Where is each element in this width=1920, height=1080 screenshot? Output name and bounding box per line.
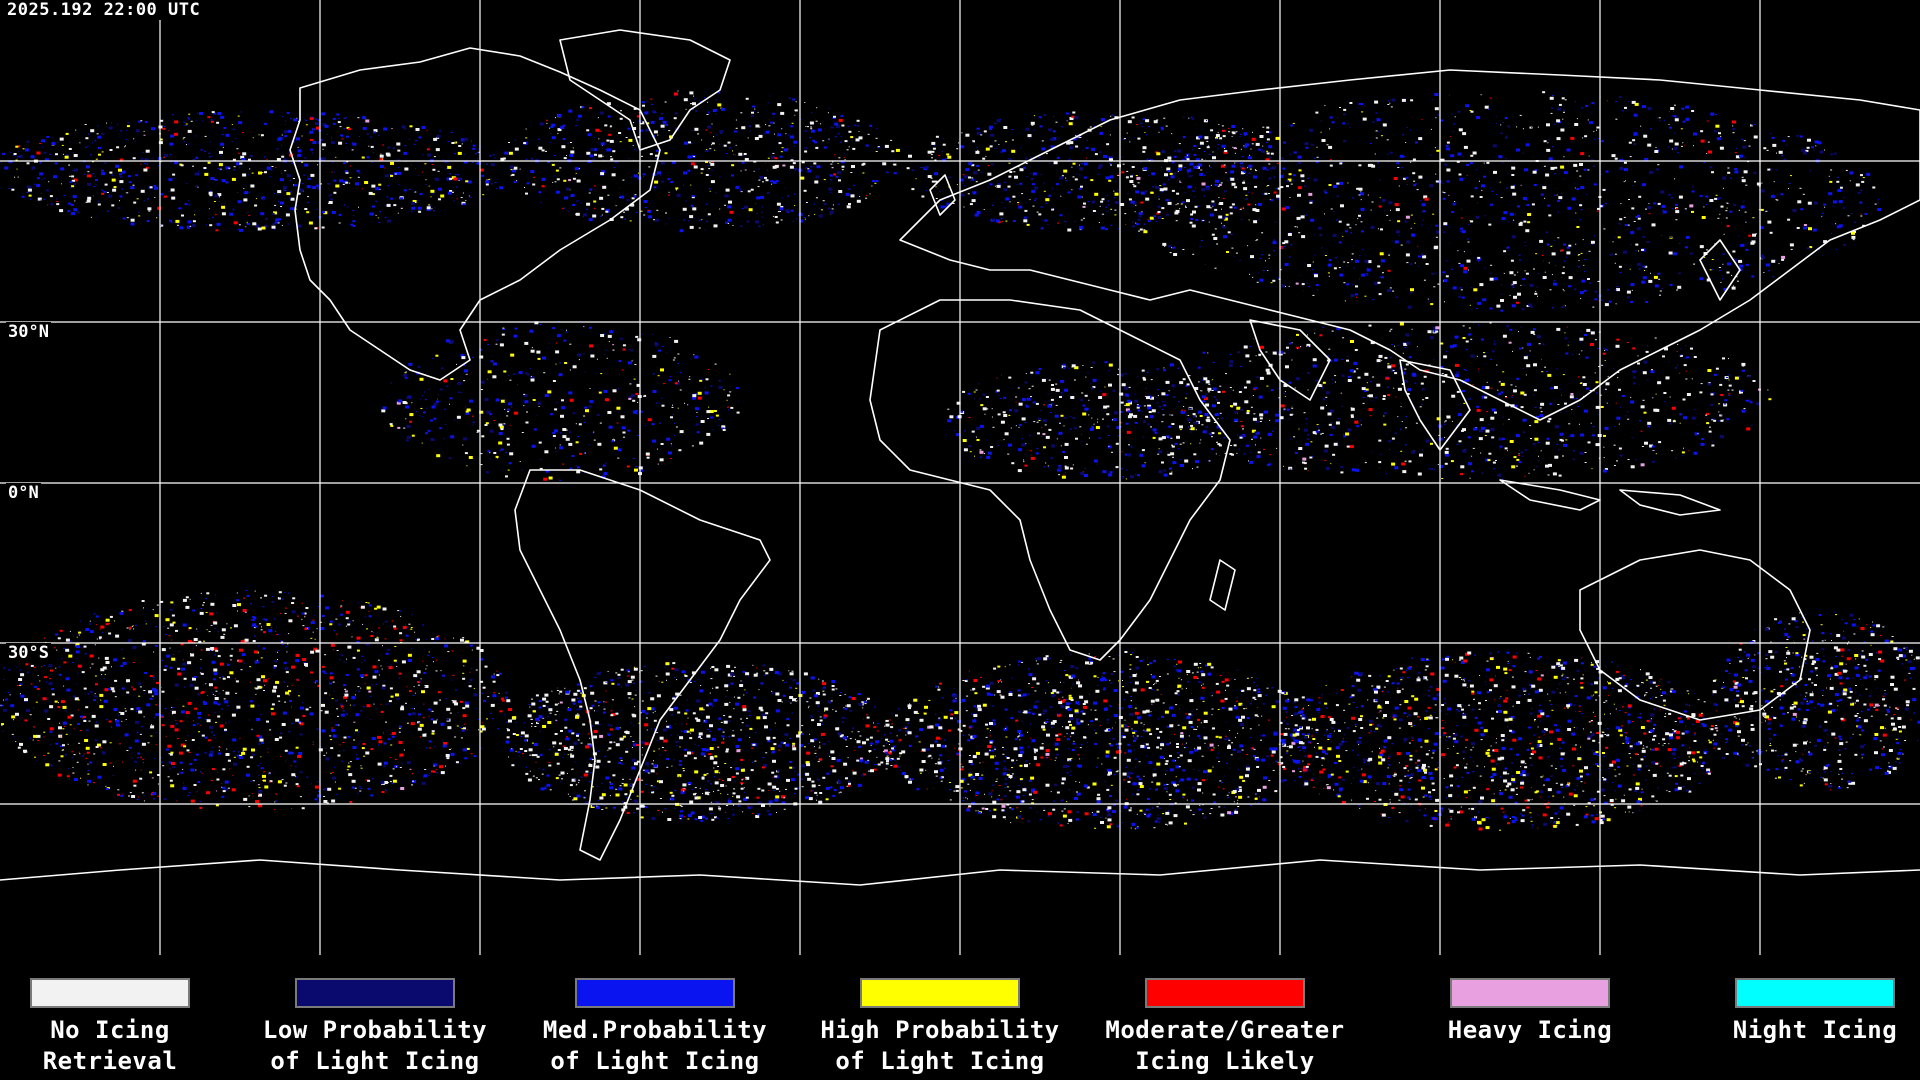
legend-swatch [860, 978, 1020, 1008]
legend-swatch [575, 978, 735, 1008]
timestamp-label: 2025.192 22:00 UTC [4, 0, 204, 20]
legend-item-med-probability: Med.Probability of Light Icing [520, 978, 790, 1077]
legend-swatch [295, 978, 455, 1008]
legend-label-line2: Retrieval [42, 1047, 178, 1075]
map-canvas [0, 0, 1920, 955]
lat-label-0n: 0°N [6, 483, 41, 503]
legend-item-heavy-icing: Heavy Icing [1395, 978, 1665, 1046]
legend-label-line2: Icing Likely [1135, 1047, 1315, 1075]
legend-label-line1: Low Probability [262, 1016, 488, 1044]
lat-label-30n: 30°N [6, 322, 51, 342]
legend-label-line1: Med.Probability [542, 1016, 768, 1044]
legend-label-line1: High Probability [820, 1016, 1060, 1044]
legend-swatch [30, 978, 190, 1008]
legend-item-night-icing: Night Icing [1680, 978, 1920, 1046]
icing-field [0, 90, 1920, 831]
icing-map: 2025.192 22:00 UTC 30°N 0°N 30°S [0, 0, 1920, 955]
lat-lon-grid [0, 0, 1920, 955]
legend-label-line1: Night Icing [1732, 1016, 1898, 1044]
legend: No Icing Retrieval Low Probability of Li… [0, 960, 1920, 1080]
legend-item-high-probability: High Probability of Light Icing [805, 978, 1075, 1077]
legend-item-low-probability: Low Probability of Light Icing [240, 978, 510, 1077]
legend-swatch [1450, 978, 1610, 1008]
legend-label-line1: Heavy Icing [1447, 1016, 1613, 1044]
legend-label-line1: No Icing [50, 1016, 170, 1044]
lat-label-30s: 30°S [6, 643, 51, 663]
legend-swatch [1735, 978, 1895, 1008]
legend-item-no-icing: No Icing Retrieval [0, 978, 245, 1077]
legend-label-line2: of Light Icing [835, 1047, 1045, 1075]
legend-label-line2: of Light Icing [550, 1047, 760, 1075]
legend-label-line2: of Light Icing [270, 1047, 480, 1075]
coastlines [0, 29, 1920, 886]
legend-item-moderate-greater: Moderate/Greater Icing Likely [1090, 978, 1360, 1077]
legend-label-line1: Moderate/Greater [1105, 1016, 1345, 1044]
legend-swatch [1145, 978, 1305, 1008]
